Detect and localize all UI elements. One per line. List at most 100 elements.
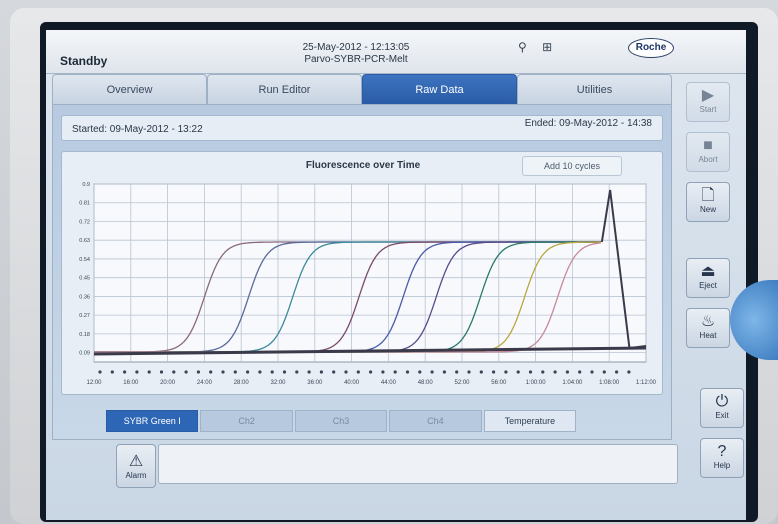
help-icon: ? <box>717 443 727 460</box>
cycle-marker <box>295 370 299 374</box>
tab-run-editor[interactable]: Run Editor <box>207 74 362 104</box>
channel-ch4[interactable]: Ch4 <box>389 410 482 432</box>
new-button[interactable]: 🗋 New <box>686 182 730 222</box>
y-tick-label: 0.81 <box>79 201 90 207</box>
cycle-marker <box>147 370 151 374</box>
x-tick-label: 48:00 <box>418 380 434 386</box>
status-icons: ⚲ ⊞ <box>518 40 564 54</box>
cycle-marker <box>602 370 606 374</box>
x-tick-label: 16:00 <box>123 380 139 386</box>
channel-ch2[interactable]: Ch2 <box>200 410 293 432</box>
status-run-name: Parvo-SYBR-PCR-Melt <box>304 54 408 65</box>
run-ended: Ended: 09-May-2012 - 14:38 <box>524 118 652 129</box>
channel-temperature[interactable]: Temperature <box>483 410 577 432</box>
alarm-label: Alarm <box>125 471 147 480</box>
cycle-marker <box>221 370 225 374</box>
help-button[interactable]: ? Help <box>700 438 744 478</box>
x-tick-label: 1:12:00 <box>636 380 657 386</box>
x-tick-label: 40:00 <box>344 380 360 386</box>
cycle-marker <box>455 370 459 374</box>
tab-overview[interactable]: Overview <box>52 74 207 104</box>
channel-sybr-green[interactable]: SYBR Green I <box>106 410 199 432</box>
status-center: 25-May-2012 - 12:13:05 Parvo-SYBR-PCR-Me… <box>266 42 446 66</box>
cycle-marker <box>233 370 237 374</box>
y-tick-label: 0.63 <box>79 238 90 244</box>
cycle-marker <box>492 370 496 374</box>
channel-tabs: SYBR Green I Ch2 Ch3 Ch4 Temperature <box>106 410 577 432</box>
x-tick-label: 24:00 <box>197 380 213 386</box>
cycle-marker <box>430 370 434 374</box>
x-tick-label: 32:00 <box>270 380 286 386</box>
eject-icon: ⏏ <box>700 263 716 280</box>
x-tick-label: 12:00 <box>86 380 102 386</box>
cycle-marker <box>123 370 127 374</box>
warning-icon: ⚠ <box>128 453 144 470</box>
main-tabs: Overview Run Editor Raw Data Utilities <box>52 74 672 104</box>
cycle-marker <box>172 370 176 374</box>
cycle-marker <box>270 370 274 374</box>
channel-ch3[interactable]: Ch3 <box>294 410 388 432</box>
heat-icon: ♨ <box>700 313 716 330</box>
cycle-marker <box>110 370 114 374</box>
cycle-marker <box>479 370 483 374</box>
fluorescence-chart: 12:00 16:00 20:00 24:00 28:00 32:00 36:00 40:00… <box>79 182 657 386</box>
cycle-marker <box>319 370 323 374</box>
status-datetime: 25-May-2012 - 12:13:05 <box>302 42 410 53</box>
cycle-marker <box>369 370 373 374</box>
cycle-marker <box>381 370 385 374</box>
alarm-button[interactable]: ⚠ Alarm <box>116 444 156 488</box>
cycle-marker <box>356 370 360 374</box>
exit-icon: ⏻ <box>715 393 729 410</box>
eject-button[interactable]: ⏏ Eject <box>686 258 730 298</box>
heat-button[interactable]: ♨ Heat <box>686 308 730 348</box>
cycle-marker <box>627 370 631 374</box>
cycle-marker <box>209 370 213 374</box>
abort-label: Abort <box>698 155 718 164</box>
cycle-marker <box>405 370 410 374</box>
new-label: New <box>699 205 716 214</box>
cycle-marker <box>393 370 397 374</box>
start-button[interactable]: ▶ Start <box>686 82 730 122</box>
exit-button[interactable]: ⏻ Exit <box>700 388 744 428</box>
cycle-marker <box>528 370 533 374</box>
cycle-marker <box>282 370 287 374</box>
abort-button[interactable]: ■ Abort <box>686 132 730 172</box>
cycle-marker <box>184 370 188 374</box>
cycle-marker <box>418 370 422 374</box>
chart-panel: Fluorescence over Time Add 10 cycles 12:… <box>61 151 663 395</box>
main-panel: Started: 09-May-2012 - 13:22 Ended: 09-M… <box>52 104 672 440</box>
cycle-marker <box>541 370 545 374</box>
y-tick-label: 0.36 <box>79 294 90 300</box>
cycle-marker <box>196 370 200 374</box>
cycle-marker <box>565 370 569 374</box>
cycle-marker <box>467 370 471 374</box>
run-info: Started: 09-May-2012 - 13:22 Ended: 09-M… <box>61 115 663 141</box>
cycle-marker <box>615 370 619 374</box>
help-label: Help <box>713 461 731 470</box>
cycle-marker <box>553 370 557 374</box>
exit-label: Exit <box>715 411 729 420</box>
y-tick-label: 0.18 <box>79 332 90 338</box>
x-tick-label: 1:00:00 <box>526 380 547 386</box>
roche-logo: Roche <box>628 38 674 58</box>
tab-utilities[interactable]: Utilities <box>517 74 672 104</box>
x-tick-label: 36:00 <box>307 380 323 386</box>
tab-raw-data[interactable]: Raw Data <box>362 74 517 104</box>
cycle-marker <box>344 370 348 374</box>
status-title: Standby <box>60 54 108 68</box>
add-cycles-button[interactable]: Add 10 cycles <box>522 156 622 176</box>
cycle-marker <box>258 370 262 374</box>
x-tick-label: 52:00 <box>454 380 470 386</box>
x-tick-label: 56:00 <box>491 380 507 386</box>
x-tick-label: 20:00 <box>160 380 176 386</box>
cycle-marker <box>578 370 582 374</box>
status-bar: Standby 25-May-2012 - 12:13:05 Parvo-SYB… <box>46 30 746 74</box>
y-tick-label: 0.54 <box>79 257 90 263</box>
start-label: Start <box>699 105 717 114</box>
x-tick-label: 28:00 <box>234 380 250 386</box>
cycle-marker <box>98 370 102 374</box>
y-tick-label: 0.27 <box>79 313 90 319</box>
chart-title: Fluorescence over Time <box>305 160 421 171</box>
y-tick-label: 0.9 <box>82 182 90 188</box>
plot-area <box>93 183 647 363</box>
